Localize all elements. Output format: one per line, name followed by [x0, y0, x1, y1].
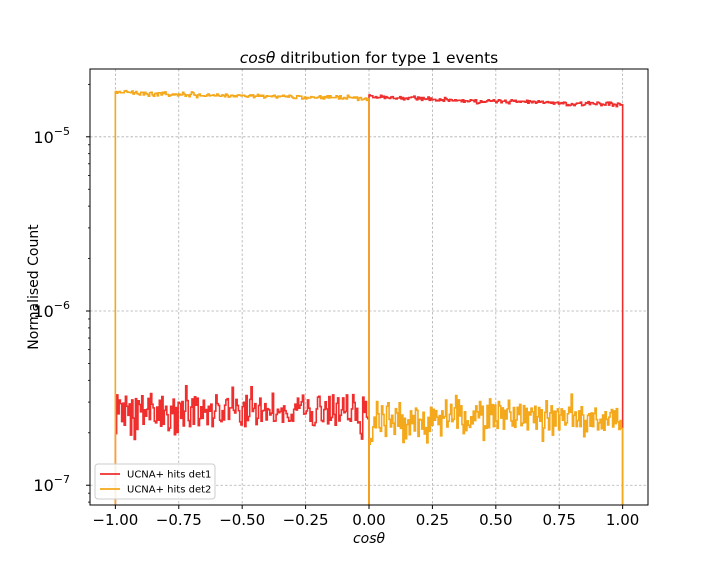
x-tick-label: −1.00	[92, 511, 138, 529]
y-tick-base: 10	[33, 302, 53, 321]
y-tick-exponent: −7	[54, 473, 70, 486]
y-axis-label: Normalised Count	[26, 224, 42, 350]
y-tick-label: 10−5	[33, 125, 70, 147]
legend-box	[94, 463, 216, 500]
x-tick-label: 1.00	[606, 511, 639, 529]
chart-title-text: ditribution for type 1 events	[275, 49, 498, 67]
y-tick-exponent: −5	[54, 125, 70, 138]
x-tick-label: 0.25	[416, 511, 449, 529]
series-line	[368, 393, 624, 505]
plot-area	[114, 89, 624, 505]
x-axis-label: cosθ	[353, 531, 386, 547]
series-2	[114, 89, 624, 505]
x-tick-label: −0.25	[283, 511, 329, 529]
y-tick-base: 10	[33, 476, 53, 495]
y-axis-ticks: 10−710−610−5	[33, 83, 90, 503]
x-axis-ticks: −1.00 −0.75 −0.50 −0.25 0.00 0.25 0.50 0.75 1.00	[92, 505, 639, 529]
series-line	[368, 94, 624, 505]
x-tick-label: 0.50	[479, 511, 512, 529]
x-tick-label: −0.75	[156, 511, 202, 529]
legend-label: UCNA+ hits det1	[127, 470, 211, 481]
x-tick-label: −0.50	[219, 511, 265, 529]
x-tick-label: 0.75	[543, 511, 576, 529]
y-tick-base: 10	[33, 128, 53, 147]
y-tick-label: 10−6	[33, 299, 70, 321]
series-1	[114, 94, 624, 505]
legend-label: UCNA+ hits det2	[127, 485, 211, 496]
legend: UCNA+ hits det1 UCNA+ hits det2	[94, 463, 216, 500]
series-line	[114, 385, 370, 505]
y-tick-label: 10−7	[33, 473, 70, 495]
series-line	[114, 89, 370, 505]
y-tick-exponent: −6	[54, 299, 70, 312]
x-tick-label: 0.00	[352, 511, 385, 529]
chart-title-symbol: cosθ	[240, 49, 276, 67]
chart-title: cosθ ditribution for type 1 events	[240, 49, 499, 67]
